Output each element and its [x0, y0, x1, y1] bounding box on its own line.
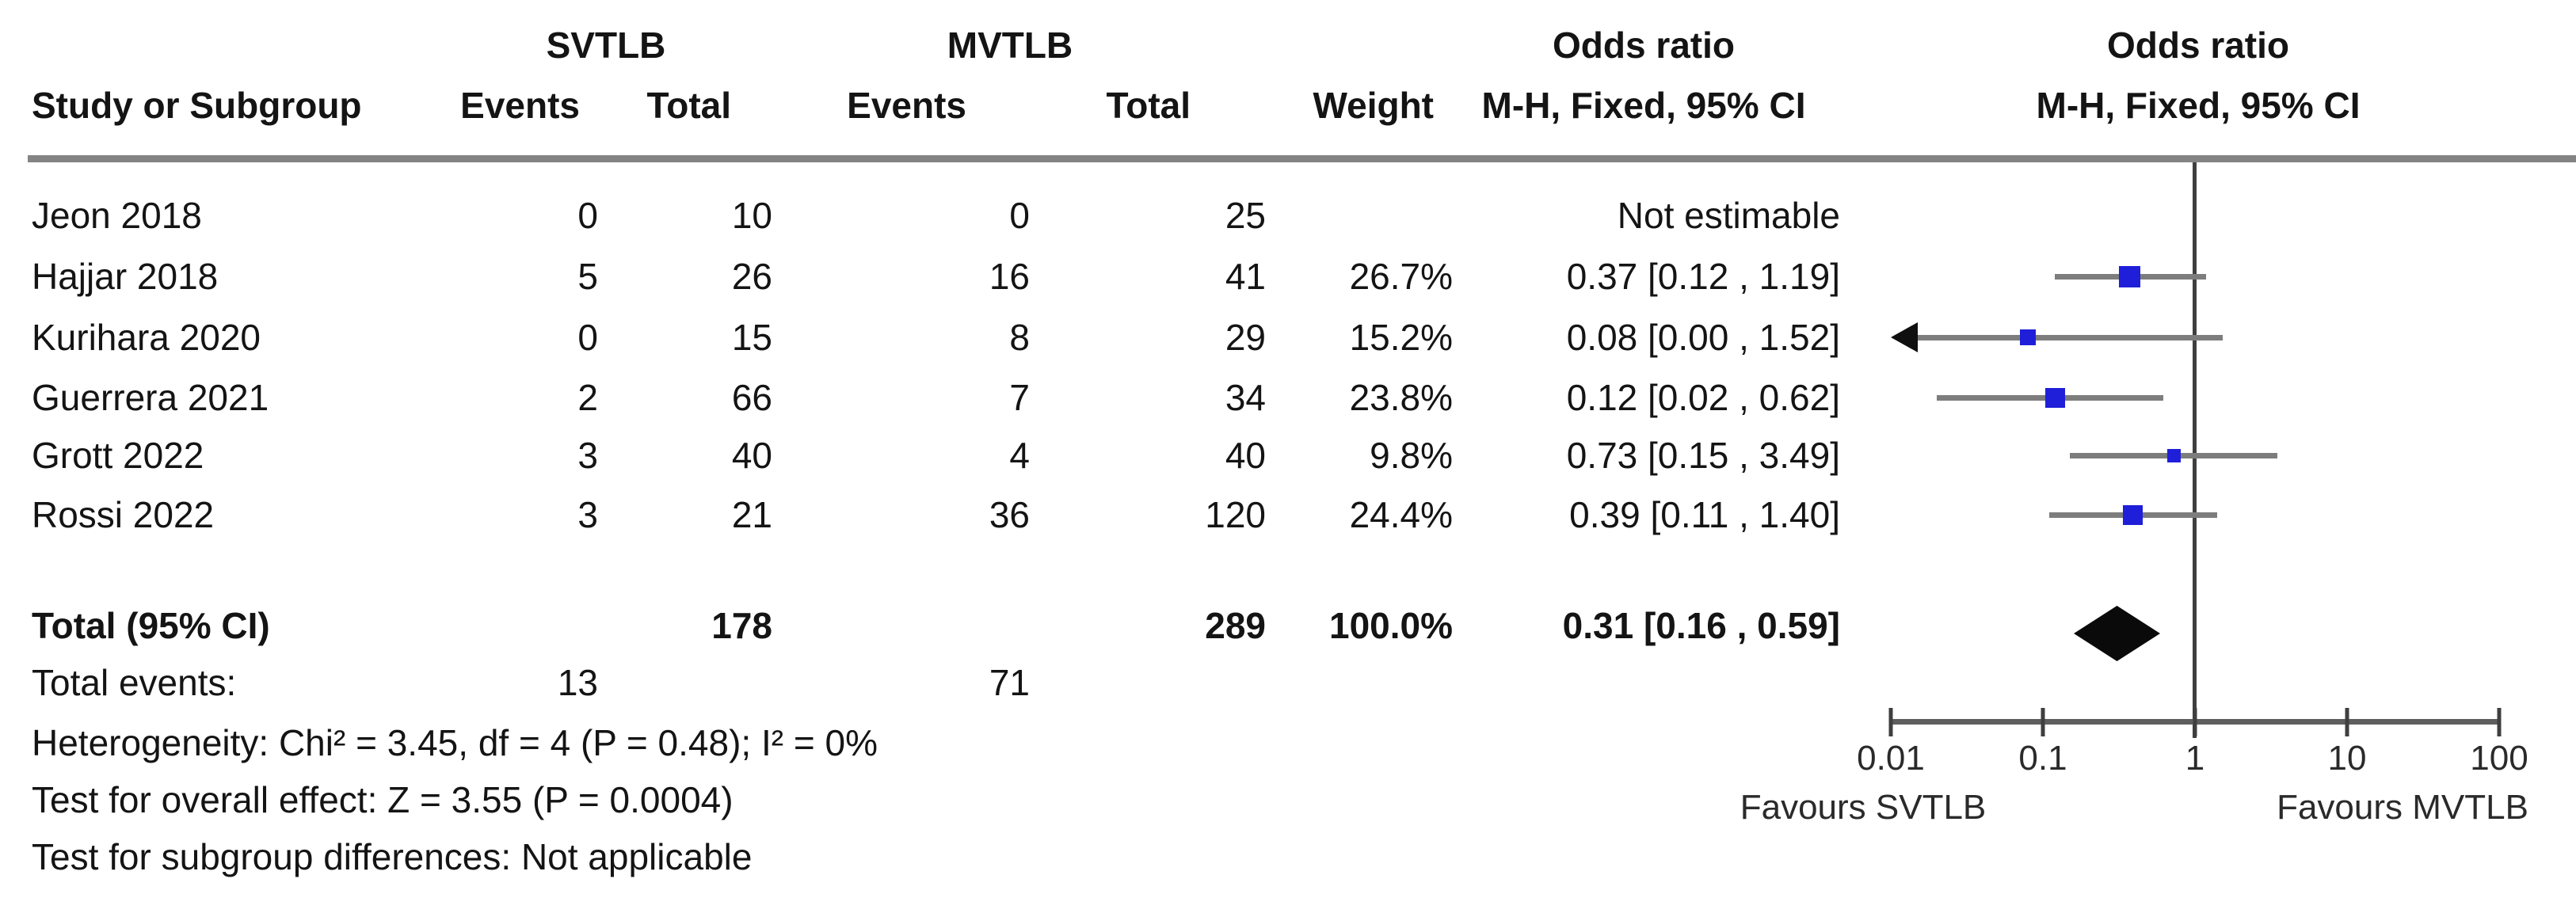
svtlb-total: 10 [731, 195, 772, 236]
svtlb-total-header: Total [646, 85, 731, 126]
overall-effect-text: Test for overall effect: Z = 3.55 (P = 0… [32, 779, 734, 820]
or-text-header-line1: Odds ratio [1552, 25, 1736, 66]
svtlb-total: 15 [731, 317, 772, 358]
heterogeneity-text: Heterogeneity: Chi² = 3.45, df = 4 (P = … [32, 722, 878, 763]
mvtlb-events: 8 [1009, 317, 1030, 358]
or-ci-value: Not estimable [1617, 195, 1840, 236]
mvtlb-total: 29 [1225, 317, 1266, 358]
study-name: Grott 2022 [32, 435, 204, 476]
effect-square [2020, 329, 2036, 345]
group2-header: MVTLB [947, 25, 1073, 66]
total-mvtlb-n: 289 [1205, 605, 1266, 646]
weight-value: 9.8% [1370, 435, 1453, 476]
tick-label-10: 10 [2327, 739, 2367, 778]
or-plot-header-line1: Odds ratio [2106, 25, 2290, 66]
tick-100 [2497, 708, 2502, 736]
or-ci-value: 0.73 [0.15 , 3.49] [1566, 435, 1840, 476]
mvtlb-events: 7 [1009, 377, 1030, 418]
weight-value: 15.2% [1349, 317, 1453, 358]
mvtlb-events: 16 [989, 256, 1030, 297]
group1-header: SVTLB [546, 25, 666, 66]
tick-0.1 [2041, 708, 2045, 736]
mvtlb-events-header: Events [847, 85, 966, 126]
mvtlb-events: 0 [1009, 195, 1030, 236]
tick-10 [2345, 708, 2349, 736]
svtlb-events: 2 [577, 377, 598, 418]
tick-label-0.1: 0.1 [2018, 739, 2067, 778]
study-name: Jeon 2018 [32, 195, 202, 236]
effect-square [2119, 266, 2140, 287]
svtlb-events: 3 [577, 494, 598, 535]
effect-square [2045, 388, 2065, 408]
mvtlb-total-header: Total [1106, 85, 1191, 126]
tick-0.01 [1888, 708, 1893, 736]
mvtlb-total: 41 [1225, 256, 1266, 297]
svtlb-total: 21 [731, 494, 772, 535]
total-weight: 100.0% [1328, 605, 1453, 646]
weight-value: 23.8% [1349, 377, 1453, 418]
total-events-svtlb: 13 [557, 662, 598, 703]
study-name: Guerrera 2021 [32, 377, 269, 418]
effect-square [2167, 449, 2181, 462]
svtlb-events: 5 [577, 256, 598, 297]
svtlb-total: 66 [731, 377, 772, 418]
svtlb-events: 3 [577, 435, 598, 476]
tick-label-0.01: 0.01 [1857, 739, 1925, 778]
svtlb-total: 40 [731, 435, 772, 476]
tick-label-1: 1 [2185, 739, 2205, 778]
or-text-header-line2: M-H, Fixed, 95% CI [1481, 85, 1806, 126]
total-svtlb-n: 178 [711, 605, 772, 646]
tick-label-100: 100 [2470, 739, 2528, 778]
weight-value: 24.4% [1349, 494, 1453, 535]
header-separator-line [28, 155, 2576, 162]
ci-line [1908, 335, 2223, 340]
weight-value: 26.7% [1349, 256, 1453, 297]
total-row-label: Total (95% CI) [32, 605, 270, 646]
mvtlb-total: 120 [1205, 494, 1266, 535]
or-ci-value: 0.12 [0.02 , 0.62] [1566, 377, 1840, 418]
study-name: Rossi 2022 [32, 494, 215, 535]
total-or-ci: 0.31 [0.16 , 0.59] [1562, 605, 1840, 646]
or-plot-header-line2: M-H, Fixed, 95% CI [2036, 85, 2361, 126]
subgroup-differences-text: Test for subgroup differences: Not appli… [32, 836, 753, 877]
or-ci-value: 0.37 [0.12 , 1.19] [1566, 256, 1840, 297]
null-effect-line [2193, 162, 2197, 738]
or-ci-value: 0.08 [0.00 , 1.52] [1566, 317, 1840, 358]
study-name: Hajjar 2018 [32, 256, 219, 297]
total-events-label: Total events: [32, 662, 237, 703]
arrow-left-icon [1891, 322, 1918, 352]
svtlb-events: 0 [577, 195, 598, 236]
study-col-header: Study or Subgroup [32, 85, 362, 126]
svtlb-events: 0 [577, 317, 598, 358]
svtlb-events-header: Events [460, 85, 580, 126]
mvtlb-total: 34 [1225, 377, 1266, 418]
mvtlb-events: 4 [1009, 435, 1030, 476]
favours-right-label: Favours MVTLB [2277, 788, 2528, 827]
study-name: Kurihara 2020 [32, 317, 261, 358]
or-ci-value: 0.39 [0.11 , 1.40] [1569, 494, 1840, 535]
svtlb-total: 26 [731, 256, 772, 297]
favours-left-label: Favours SVTLB [1740, 788, 1987, 827]
effect-square [2123, 505, 2143, 525]
weight-header: Weight [1313, 85, 1434, 126]
mvtlb-total: 25 [1225, 195, 1266, 236]
tick-1 [2193, 708, 2197, 736]
total-events-mvtlb: 71 [989, 662, 1030, 703]
mvtlb-events: 36 [989, 494, 1030, 535]
mvtlb-total: 40 [1225, 435, 1266, 476]
summary-diamond [2074, 606, 2160, 661]
